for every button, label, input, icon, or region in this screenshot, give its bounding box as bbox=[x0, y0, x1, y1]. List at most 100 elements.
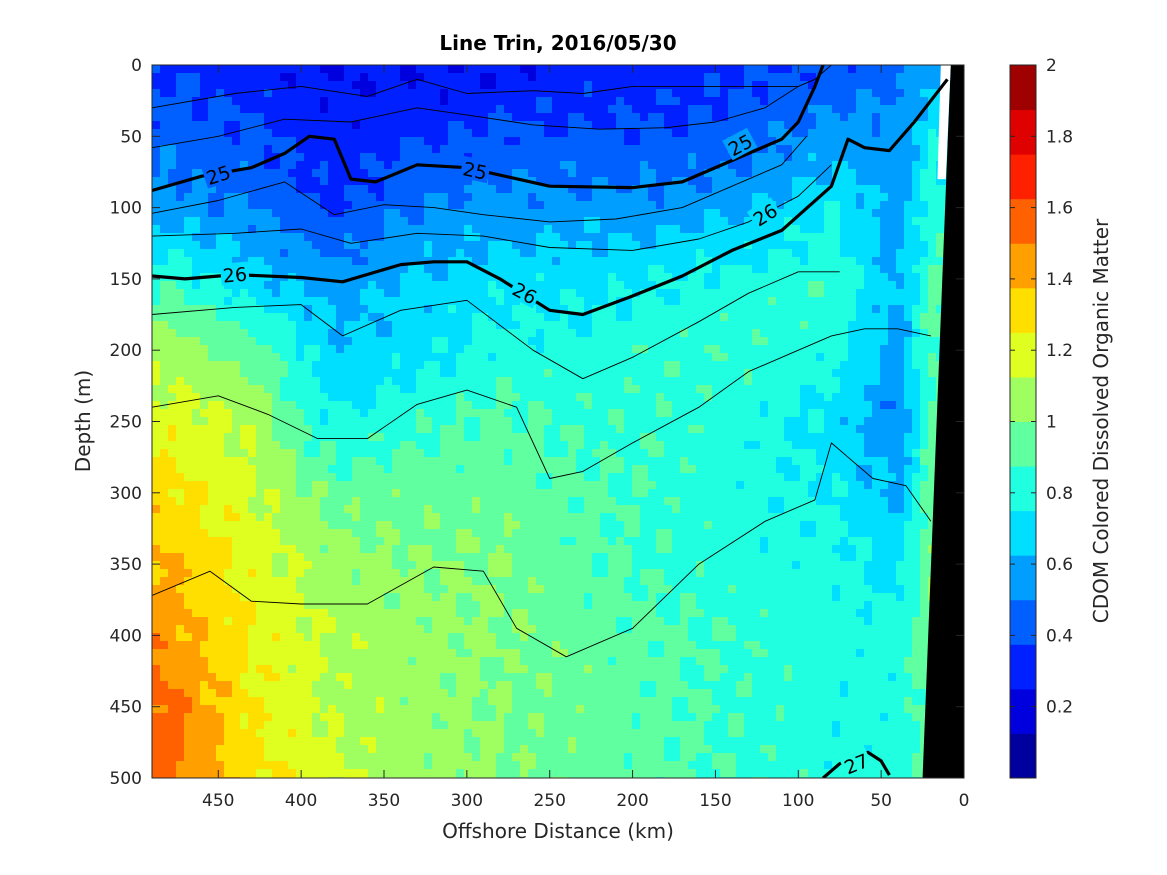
field-cell bbox=[800, 249, 809, 258]
field-cell bbox=[576, 401, 585, 410]
field-cell bbox=[296, 433, 305, 442]
field-cell bbox=[536, 65, 545, 74]
field-cell bbox=[656, 377, 665, 386]
field-cell bbox=[528, 305, 537, 314]
field-cell bbox=[552, 153, 561, 162]
field-cell bbox=[240, 209, 249, 218]
field-cell bbox=[512, 385, 521, 394]
field-cell bbox=[528, 265, 537, 274]
field-cell bbox=[336, 185, 345, 194]
field-cell bbox=[592, 89, 601, 98]
field-cell bbox=[920, 121, 929, 130]
field-cell bbox=[264, 337, 273, 346]
field-cell bbox=[504, 409, 513, 418]
field-cell bbox=[480, 361, 489, 370]
field-cell bbox=[848, 385, 857, 394]
field-cell bbox=[520, 265, 529, 274]
field-cell bbox=[320, 265, 329, 274]
field-cell bbox=[456, 201, 465, 210]
field-cell bbox=[576, 97, 585, 106]
field-cell bbox=[624, 209, 633, 218]
field-cell bbox=[392, 97, 401, 106]
field-cell bbox=[456, 81, 465, 90]
field-cell bbox=[584, 305, 593, 314]
field-cell bbox=[336, 265, 345, 274]
field-cell bbox=[272, 225, 281, 234]
field-cell bbox=[400, 129, 409, 138]
field-cell bbox=[392, 369, 401, 378]
field-cell bbox=[312, 281, 321, 290]
field-cell bbox=[600, 385, 609, 394]
field-cell bbox=[384, 225, 393, 234]
field-cell bbox=[392, 193, 401, 202]
field-cell bbox=[632, 129, 641, 138]
field-cell bbox=[576, 65, 585, 74]
field-cell bbox=[296, 73, 305, 82]
field-cell bbox=[784, 425, 793, 434]
field-cell bbox=[568, 401, 577, 410]
field-cell bbox=[312, 361, 321, 370]
field-cell bbox=[552, 289, 561, 298]
field-cell bbox=[384, 289, 393, 298]
field-cell bbox=[400, 113, 409, 122]
field-cell bbox=[168, 441, 177, 450]
field-cell bbox=[168, 321, 177, 330]
field-cell bbox=[776, 313, 785, 322]
field-cell bbox=[360, 401, 369, 410]
field-cell bbox=[320, 97, 329, 106]
field-cell bbox=[448, 81, 457, 90]
field-cell bbox=[840, 217, 849, 226]
field-cell bbox=[616, 353, 625, 362]
field-cell bbox=[480, 105, 489, 114]
field-cell bbox=[408, 345, 417, 354]
field-cell bbox=[752, 193, 761, 202]
field-cell bbox=[856, 257, 865, 266]
field-cell bbox=[608, 329, 617, 338]
field-cell bbox=[176, 305, 185, 314]
field-cell bbox=[472, 409, 481, 418]
field-cell bbox=[248, 425, 257, 434]
field-cell bbox=[488, 417, 497, 426]
field-cell bbox=[760, 177, 769, 186]
field-cell bbox=[320, 257, 329, 266]
field-cell bbox=[656, 185, 665, 194]
field-cell bbox=[256, 425, 265, 434]
field-cell bbox=[688, 337, 697, 346]
field-cell bbox=[392, 345, 401, 354]
field-cell bbox=[568, 97, 577, 106]
field-cell bbox=[264, 305, 273, 314]
field-cell bbox=[864, 137, 873, 146]
field-cell bbox=[200, 329, 209, 338]
field-cell bbox=[440, 105, 449, 114]
field-cell bbox=[392, 417, 401, 426]
field-cell bbox=[176, 153, 185, 162]
field-cell bbox=[336, 385, 345, 394]
field-cell bbox=[488, 425, 497, 434]
field-cell bbox=[912, 137, 921, 146]
field-cell bbox=[616, 193, 625, 202]
field-cell bbox=[160, 185, 169, 194]
field-cell bbox=[640, 153, 649, 162]
field-cell bbox=[640, 329, 649, 338]
field-cell bbox=[488, 329, 497, 338]
field-cell bbox=[880, 425, 889, 434]
field-cell bbox=[840, 241, 849, 250]
field-cell bbox=[704, 217, 713, 226]
field-cell bbox=[544, 369, 553, 378]
field-cell bbox=[768, 401, 777, 410]
field-cell bbox=[392, 409, 401, 418]
field-cell bbox=[584, 425, 593, 434]
field-cell bbox=[880, 289, 889, 298]
field-cell bbox=[464, 273, 473, 282]
field-cell bbox=[192, 145, 201, 154]
field-cell bbox=[720, 417, 729, 426]
field-cell bbox=[728, 225, 737, 234]
field-cell bbox=[464, 81, 473, 90]
field-cell bbox=[152, 329, 161, 338]
field-cell bbox=[752, 113, 761, 122]
field-cell bbox=[744, 225, 753, 234]
field-cell bbox=[424, 201, 433, 210]
field-cell bbox=[640, 417, 649, 426]
field-cell bbox=[544, 201, 553, 210]
field-cell bbox=[368, 169, 377, 178]
